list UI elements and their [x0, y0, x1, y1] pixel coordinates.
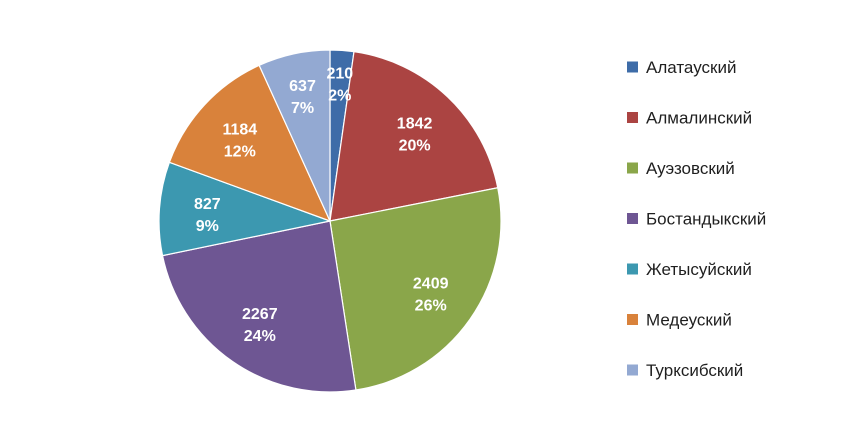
slice-value-label: 1842: [397, 116, 433, 133]
slice-value-label: 1184: [222, 121, 257, 138]
legend-label: Медеуский: [646, 311, 732, 330]
slice-percent-label: 12%: [224, 143, 256, 160]
legend-label: Бостандыкский: [646, 210, 766, 229]
pie-slices: [158, 49, 502, 393]
legend-swatch: [627, 263, 638, 275]
pie-slice-6: [168, 64, 331, 222]
legend-label: Алмалинский: [646, 109, 752, 128]
pie-slice-5: [158, 161, 331, 257]
slice-value-label: 2409: [413, 276, 449, 293]
legend-swatch: [627, 213, 638, 224]
pie-slice-7: [258, 49, 331, 222]
slice-percent-label: 9%: [196, 218, 219, 235]
legend-swatch: [627, 364, 638, 376]
slice-percent-label: 26%: [415, 298, 447, 315]
legend-label: Ауэзовский: [646, 159, 735, 178]
slice-value-label: 2267: [242, 306, 278, 323]
slice-value-label: 827: [194, 196, 221, 213]
slice-percent-label: 7%: [291, 100, 314, 117]
slice-value-label: 637: [289, 78, 316, 95]
pie-slice-4: [161, 220, 357, 393]
pie-slice-3: [329, 187, 502, 391]
slice-value-label: 210: [326, 65, 353, 82]
legend-label: Алатауский: [646, 58, 736, 77]
slice-percent-label: 20%: [399, 138, 431, 155]
slice-percent-label: 24%: [244, 328, 276, 345]
pie-slice-2: [329, 51, 499, 222]
legend-swatch: [627, 61, 638, 73]
legend-swatch: [627, 162, 638, 174]
legend-label: Жетысуйский: [646, 260, 752, 279]
chart-legend: Алатауский Алмалинский Ауэзовский Бостандык…: [627, 58, 766, 380]
legend-swatch: [627, 314, 638, 325]
pie-data-labels: 210 2% 1842 20% 2409 26% 2267 24% 827 9% 1184 12% 63…: [194, 65, 449, 345]
legend-label: Турксибский: [646, 361, 743, 380]
slice-percent-label: 2%: [328, 87, 351, 104]
legend-swatch: [627, 112, 638, 123]
